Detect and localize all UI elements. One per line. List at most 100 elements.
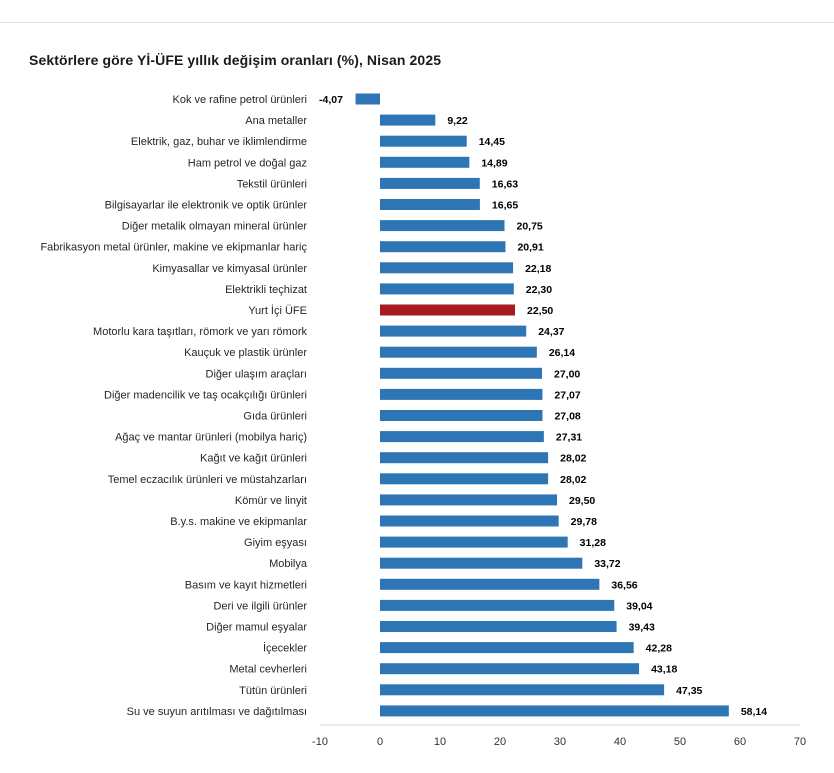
value-label: 22,30: [526, 284, 552, 296]
value-label: 39,43: [629, 622, 655, 634]
bar: [380, 642, 634, 654]
category-label: Metal cevherleri: [229, 664, 307, 676]
category-label: Su ve suyun arıtılması ve dağıtılması: [127, 706, 307, 718]
category-label: Fabrikasyon metal ürünler, makine ve eki…: [40, 242, 307, 254]
value-label: 22,50: [527, 305, 553, 317]
x-tick-label: 20: [494, 736, 506, 748]
category-label: Kağıt ve kağıt ürünleri: [200, 453, 307, 465]
value-label: 47,35: [676, 685, 702, 697]
value-label: 29,50: [569, 495, 595, 507]
category-label: Elektrik, gaz, buhar ve iklimlendirme: [131, 136, 307, 148]
value-labels-group: -4,07 9,22 14,45 14,89 16,63 16,65 20,75 20,91 2…: [319, 94, 767, 718]
bar: [380, 388, 543, 400]
bar: [380, 199, 480, 210]
bar: [380, 241, 506, 253]
category-label: Diğer madencilik ve taş ocakçılığı ürünl…: [104, 389, 307, 401]
bar: [380, 621, 617, 632]
bar: [380, 177, 480, 189]
category-label: Basım ve kayıt hizmetleri: [185, 579, 307, 591]
chart-title: Sektörlere göre Yİ-ÜFE yıllık değişim or…: [29, 52, 442, 68]
category-label: Deri ve ilgili ürünler: [213, 600, 307, 612]
value-label: -4,07: [319, 94, 343, 106]
value-label: 24,37: [538, 326, 564, 338]
bar: [380, 515, 559, 527]
bar: [380, 220, 505, 232]
category-label: Tekstil ürünleri: [237, 178, 307, 190]
category-label: Mobilya: [269, 558, 308, 570]
category-label: Kimyasallar ve kimyasal ürünler: [152, 263, 307, 275]
bar: [380, 114, 436, 126]
category-label: Diğer ulaşım araçları: [206, 368, 307, 380]
value-label: 27,08: [554, 411, 580, 423]
x-tick-label: 0: [377, 736, 383, 748]
value-label: 58,14: [741, 706, 767, 718]
bar: [380, 346, 537, 358]
category-label: Tütün ürünleri: [239, 685, 307, 697]
bar: [380, 262, 514, 274]
bar: [380, 283, 514, 295]
value-label: 28,02: [560, 474, 586, 486]
bar: [380, 135, 467, 147]
bar: [380, 367, 542, 379]
category-label: Diğer mamul eşyalar: [206, 622, 307, 634]
bar: [380, 684, 665, 696]
bar: [380, 156, 470, 168]
bar: [380, 431, 544, 443]
category-label: Kömür ve linyit: [235, 495, 307, 507]
bar: [380, 452, 549, 464]
value-label: 33,72: [594, 558, 620, 570]
value-label: 29,78: [571, 516, 597, 528]
bar: [380, 473, 549, 485]
value-label: 22,18: [525, 263, 551, 275]
category-label: Giyim eşyası: [244, 537, 307, 549]
category-label: Yurt İçi ÜFE: [248, 304, 307, 317]
value-label: 14,89: [481, 157, 507, 169]
category-label: Diğer metalik olmayan mineral ürünler: [122, 221, 308, 233]
category-label: Motorlu kara taşıtları, römork ve yarı r…: [93, 326, 307, 338]
bar: [380, 578, 600, 590]
value-label: 27,07: [554, 389, 580, 401]
value-label: 27,31: [556, 432, 582, 444]
bar: [380, 557, 583, 569]
value-label: 31,28: [580, 537, 606, 549]
category-label: Gıda ürünleri: [243, 411, 307, 423]
category-label: Temel eczacılık ürünleri ve müstahzarlar…: [108, 474, 307, 486]
category-label: Bilgisayarlar ile elektronik ve optik ür…: [105, 200, 308, 212]
x-tick-label: 60: [734, 736, 746, 748]
category-label: İçecekler: [263, 642, 307, 655]
bar: [380, 705, 729, 717]
value-label: 39,04: [626, 600, 652, 612]
window-top-strip: [0, 0, 834, 23]
category-label: Kauçuk ve plastik ürünler: [184, 347, 307, 359]
bar: [380, 536, 568, 548]
value-label: 16,63: [492, 178, 518, 190]
category-label: B.y.s. makine ve ekipmanlar: [170, 516, 307, 528]
value-label: 27,00: [554, 368, 580, 380]
category-label: Ağaç ve mantar ürünleri (mobilya hariç): [115, 432, 307, 444]
x-tick-label: 30: [554, 736, 566, 748]
value-label: 26,14: [549, 347, 575, 359]
value-label: 16,65: [492, 200, 518, 212]
bars-group: [355, 93, 729, 717]
x-tick-label: 70: [794, 736, 806, 748]
value-label: 20,91: [517, 242, 543, 254]
bar: [380, 599, 615, 611]
bar: [380, 410, 543, 421]
value-label: 43,18: [651, 664, 677, 676]
bar-highlight: [380, 304, 515, 316]
x-axis: -10 0 10 20 30 40 50 60 70: [312, 724, 806, 748]
x-tick-label: 10: [434, 736, 446, 748]
bar: [380, 494, 557, 506]
category-labels-group: Kok ve rafine petrol ürünleri Ana metalle…: [40, 94, 307, 718]
bar: [355, 93, 380, 105]
value-label: 20,75: [517, 221, 543, 233]
value-label: 36,56: [611, 579, 637, 591]
category-label: Ham petrol ve doğal gaz: [188, 157, 307, 169]
category-label: Kok ve rafine petrol ürünleri: [172, 94, 307, 106]
value-label: 28,02: [560, 453, 586, 465]
bar: [380, 663, 640, 675]
value-label: 9,22: [447, 115, 468, 127]
value-label: 14,45: [479, 136, 505, 148]
x-tick-label: -10: [312, 736, 328, 748]
